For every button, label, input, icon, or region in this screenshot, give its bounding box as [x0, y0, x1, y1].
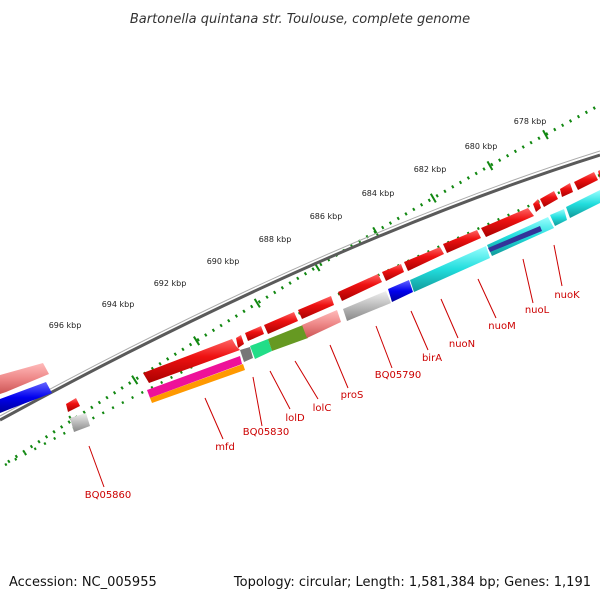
- ruler-major-tick: [131, 375, 139, 385]
- ruler-arc: [7, 103, 600, 464]
- gene-label-nuoK: nuoK: [554, 290, 580, 301]
- leader-lolC: [294, 360, 319, 400]
- gene-navy: [488, 226, 542, 252]
- tick-label-692: 692 kbp: [154, 279, 187, 288]
- gene-gray: [70, 413, 90, 432]
- label-leaders: [88, 244, 563, 488]
- leader-proS: [329, 344, 349, 389]
- tick-label-694: 694 kbp: [102, 300, 135, 309]
- gene-arrow: [382, 264, 404, 281]
- gene-pink: [302, 310, 341, 338]
- tick-label-684: 684 kbp: [362, 189, 395, 198]
- gene-orange: [150, 364, 245, 403]
- leader-BQ05860: [88, 445, 105, 488]
- gene-cyan: [566, 190, 600, 218]
- gene-magenta: [147, 356, 242, 398]
- ruler-major-tick: [486, 160, 494, 171]
- reverse-genes: [70, 190, 600, 432]
- gene-arrow: [245, 326, 264, 341]
- gene-cyan: [410, 246, 490, 292]
- gene-blue: [388, 280, 413, 302]
- gene-cyan: [550, 209, 567, 226]
- gene-label-nuoN: nuoN: [449, 339, 475, 350]
- tick-label-688: 688 kbp: [259, 235, 292, 244]
- gene-gray: [240, 347, 253, 362]
- gene-arrow: [533, 199, 541, 212]
- tick-label-680: 680 kbp: [465, 142, 498, 151]
- tick-label-696: 696 kbp: [49, 321, 82, 330]
- gene-arrow: [560, 183, 573, 197]
- gene-green: [250, 339, 272, 359]
- tick-label-686: 686 kbp: [310, 212, 343, 221]
- gene-label-BQ05830: BQ05830: [243, 427, 290, 438]
- ruler-major-tick: [429, 193, 437, 203]
- gene-arrow: [540, 191, 558, 207]
- gene-arrow: [236, 335, 244, 348]
- gene-label-lolC: lolC: [313, 403, 332, 414]
- map-title: Bartonella quintana str. Toulouse, compl…: [130, 12, 470, 27]
- gene-label-BQ05790: BQ05790: [375, 370, 422, 381]
- leader-mfd: [204, 397, 224, 440]
- gene-arrow: [574, 172, 598, 190]
- ruler-major-tick: [193, 336, 201, 346]
- gene-arrow: [264, 312, 298, 334]
- gene-arrow: [443, 230, 481, 253]
- leader-nuoN: [440, 298, 459, 339]
- leader-lolD: [269, 370, 291, 410]
- gene-gray: [343, 291, 391, 321]
- leader-nuoM: [477, 278, 497, 319]
- gene-label-lolD: lolD: [285, 413, 305, 424]
- leader-BQ05830: [252, 376, 263, 427]
- gene-left-pink: [0, 363, 49, 394]
- gene-arrow: [481, 208, 534, 237]
- leader-nuoK: [553, 244, 563, 287]
- gene-label-nuoM: nuoM: [488, 321, 515, 332]
- gene-olive: [268, 325, 308, 351]
- gene-label-BQ05860: BQ05860: [85, 490, 132, 501]
- gene-label-nuoL: nuoL: [525, 305, 550, 316]
- gene-arrow: [404, 247, 444, 271]
- gene-arrow: [66, 398, 80, 412]
- forward-genes: [66, 170, 600, 412]
- genome-summary-text: Topology: circular; Length: 1,581,384 bp…: [233, 575, 591, 590]
- genome-backbone: [0, 153, 600, 422]
- gene-arrow: [143, 339, 240, 383]
- leader-BQ05790: [375, 325, 393, 369]
- gene-label-birA: birA: [422, 353, 442, 364]
- tick-label-690: 690 kbp: [207, 257, 240, 266]
- gene-label-proS: proS: [341, 390, 364, 401]
- ruler-major-tick: [372, 226, 380, 237]
- leader-birA: [410, 310, 429, 351]
- tick-label-678: 678 kbp: [514, 117, 547, 126]
- gene-labels: nuoK nuoL nuoM nuoN birA BQ05790 proS lo…: [85, 290, 580, 501]
- accession-text: Accession: NC_005955: [9, 575, 157, 590]
- gene-arrow: [298, 296, 334, 319]
- backbone-highlight: [0, 150, 600, 417]
- gene-left-blue: [0, 382, 52, 413]
- gene-label-mfd: mfd: [215, 442, 235, 453]
- ruler-labels: 678 kbp 680 kbp 682 kbp 684 kbp 686 kbp …: [49, 117, 547, 330]
- leader-nuoL: [522, 258, 534, 304]
- ruler-major-tick: [253, 298, 261, 308]
- gene-arrow: [338, 274, 382, 301]
- ruler-major-tick: [542, 129, 549, 140]
- tick-label-682: 682 kbp: [414, 165, 447, 174]
